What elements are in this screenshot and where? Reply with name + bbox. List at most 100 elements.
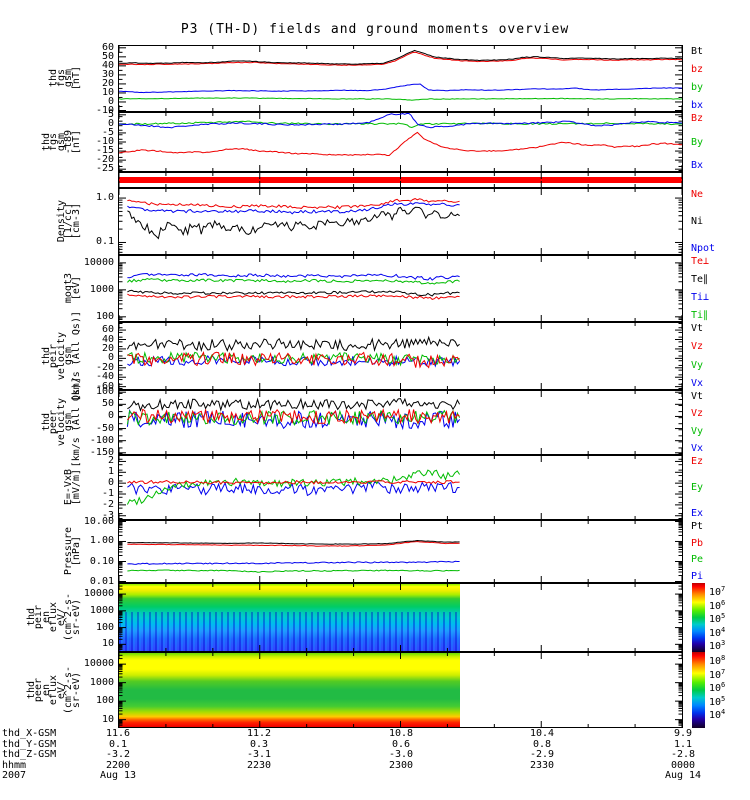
flag-bar [119, 177, 682, 183]
y-tick-label: 10 [101, 638, 114, 649]
legend-Npot: Npot [691, 243, 716, 254]
panel-density [118, 188, 683, 255]
y-tick-label: 10.00 [83, 516, 114, 527]
series-Bz [119, 131, 682, 156]
y-tick-label: -100 [89, 435, 114, 446]
legend-Vy: Vy [691, 360, 704, 371]
xaxis-tick-value: -2.9 [529, 749, 555, 760]
panel-canvas-peer-velocity [119, 391, 682, 454]
xaxis-row-header: thd_X-GSM [2, 728, 57, 739]
y-tick-label: 0.1 [95, 236, 114, 247]
xaxis-tick-value: -3.0 [388, 749, 414, 760]
exponent: 6 [721, 681, 726, 689]
xaxis-row-header: thd_Y-GSM [2, 738, 57, 750]
y-tick-label: 50 [101, 51, 114, 62]
colorbar-tick-label: 104 [709, 708, 726, 721]
y-tick-label: -150 [89, 447, 114, 458]
xaxis-row-header: 2007 [2, 770, 27, 781]
legend-Vt: Vt [691, 323, 704, 334]
y-tick-label: 0 [107, 118, 114, 129]
panel-canvas-peir-velocity [119, 323, 682, 389]
y-tick-label: 0 [107, 352, 114, 363]
xaxis-tick-value: Aug 14 [664, 770, 702, 781]
exponent: 5 [721, 694, 726, 703]
xaxis-tick-value: 0000 [670, 759, 696, 771]
exponent: 3 [721, 639, 726, 647]
panel-canvas-density [119, 189, 682, 254]
y-tick-label: 1000 [89, 677, 114, 688]
legend-Vy: Vy [691, 426, 704, 437]
panel-peir-velocity [118, 322, 683, 390]
series-Te∥ [127, 289, 460, 297]
series-Ti⊥ [127, 272, 460, 281]
y-tick-label: 1000 [89, 284, 114, 295]
panel-peir-eflux [118, 583, 683, 652]
panel-canvas-efield [119, 456, 682, 519]
legend-Vz: Vz [691, 408, 704, 419]
y-tick-label: -20 [95, 154, 114, 165]
y-tick-label: 100 [95, 622, 114, 633]
xaxis-tick-value: 0.6 [391, 738, 411, 750]
legend-Vz: Vz [691, 341, 704, 352]
series-bx [119, 83, 682, 94]
legend-Bx: Bx [691, 160, 704, 171]
y-tick-label: -1 [101, 488, 114, 499]
series-bz [119, 51, 682, 66]
xaxis-row-header: hhmm [2, 759, 27, 771]
plot-title: P3 (TH-D) fields and ground moments over… [180, 22, 570, 37]
y-tick-label: -15 [95, 145, 114, 156]
legend-Pt: Pt [691, 521, 704, 532]
colorbar-tick-label: 107 [709, 667, 726, 681]
y-axis-label-line: [nPa] [70, 536, 82, 567]
colorbar-tick-label: 107 [709, 585, 726, 598]
colorbar-tick-label: 104 [709, 625, 726, 639]
exponent: 5 [721, 612, 726, 620]
y-tick-label: 0 [107, 410, 114, 421]
legend-by: by [691, 82, 704, 93]
y-tick-label: 100 [95, 386, 114, 397]
panel-flags [118, 172, 683, 188]
y-tick-label: -10 [95, 105, 114, 116]
y-tick-label: 60 [101, 42, 114, 53]
y-tick-label: 50 [101, 398, 114, 409]
y-tick-label: 1000 [89, 605, 114, 616]
colorbar-tick-label: 106 [709, 681, 726, 694]
exponent: 4 [721, 625, 726, 634]
y-tick-label: -3 [101, 510, 114, 521]
y-tick-label: -50 [95, 423, 114, 434]
xaxis-tick-value: 2330 [529, 759, 555, 771]
y-tick-label: 40 [101, 334, 114, 345]
xaxis-tick-value: 9.9 [673, 728, 693, 739]
y-tick-label: 5 [107, 109, 114, 120]
colorbar-tick-label: 106 [709, 598, 726, 612]
y-axis-label-line: [mV/m] [70, 469, 82, 506]
series-Pb [127, 540, 460, 547]
y-axis-label-line: [eV] [70, 276, 82, 301]
series-By [119, 120, 682, 129]
legend-Vx: Vx [691, 443, 704, 454]
series-Vz [127, 408, 460, 426]
y-tick-label: -40 [95, 371, 114, 382]
y-axis-label-line: [cm-3] [70, 203, 82, 240]
y-tick-label: 10 [101, 87, 114, 98]
y-tick-label: -10 [95, 136, 114, 147]
y-tick-label: 1.0 [95, 192, 114, 203]
series-Ne [127, 198, 460, 210]
y-tick-label: 30 [101, 69, 114, 80]
y-axis-label-peer-velocity: thd peer velocity gsm [km/s (All Qs)] [20, 377, 82, 467]
y-axis-label-fgs-gsm: thd fgs gsm [nT] [20, 45, 82, 112]
panel-canvas-peer-eflux [119, 653, 682, 727]
xaxis-tick-value: 1.1 [673, 738, 693, 750]
legend-Ez: Ez [691, 456, 704, 467]
y-tick-label: -2 [101, 499, 114, 510]
legend-Ti: Ti∥ [691, 310, 709, 321]
legend-bx: bx [691, 100, 704, 111]
y-tick-label: 0 [107, 96, 114, 107]
series-Vz [127, 351, 461, 369]
panel-peer-eflux [118, 652, 683, 728]
legend-Te: Te⊥ [691, 256, 710, 267]
xaxis-tick-value: 11.2 [246, 728, 272, 739]
panel-fgs-gsm [118, 45, 683, 112]
y-tick-label: 10000 [83, 257, 114, 268]
